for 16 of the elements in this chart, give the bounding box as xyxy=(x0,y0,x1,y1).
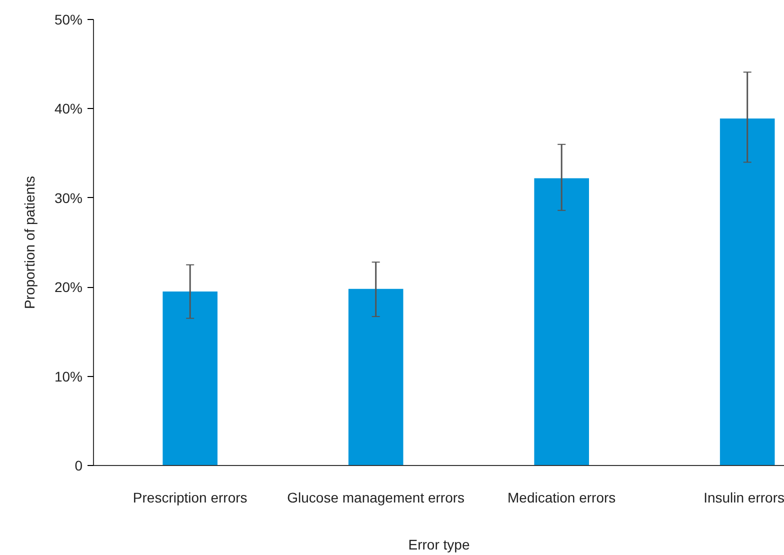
y-axis-title: Proportion of patients xyxy=(21,176,38,310)
y-tick-label: 10% xyxy=(54,368,83,384)
x-axis-title: Error type xyxy=(408,536,470,552)
y-tick-label: 40% xyxy=(54,100,83,117)
bar xyxy=(348,288,404,466)
y-tick-label: 20% xyxy=(54,279,83,296)
x-tick-label: Glucose management errors xyxy=(287,490,465,506)
x-tick-label: Medication errors xyxy=(508,490,616,506)
bar xyxy=(162,292,218,466)
y-tick-label: 30% xyxy=(54,190,83,206)
y-tick-label: 50% xyxy=(54,12,83,28)
bar xyxy=(534,178,589,466)
x-tick-label: Insulin errors xyxy=(704,490,784,506)
y-tick-label: 0 xyxy=(74,458,83,474)
bar xyxy=(720,118,775,466)
x-tick-label: Prescription errors xyxy=(132,490,248,506)
